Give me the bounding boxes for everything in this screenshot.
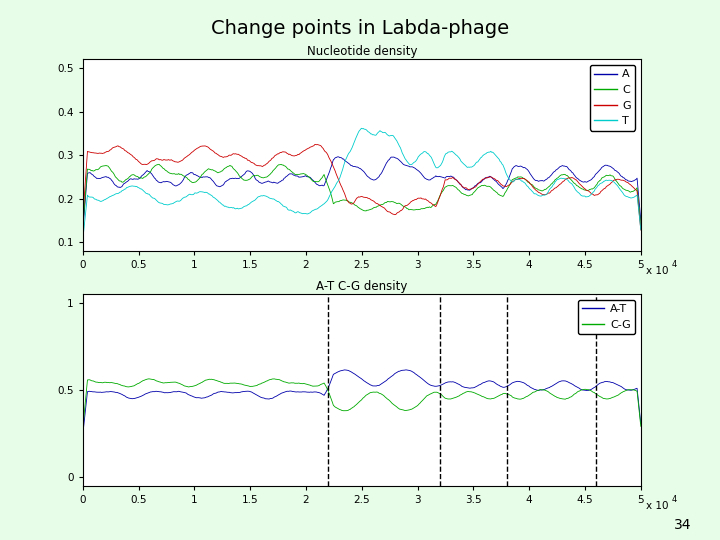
Legend: A-T, C-G: A-T, C-G (578, 300, 635, 334)
Legend: A, C, G, T: A, C, G, T (590, 65, 635, 131)
Text: 4: 4 (672, 260, 677, 269)
Title: Nucleotide density: Nucleotide density (307, 45, 417, 58)
Text: x 10: x 10 (647, 501, 669, 511)
Text: Change points in Labda-phage: Change points in Labda-phage (211, 19, 509, 38)
Text: x 10: x 10 (647, 266, 669, 276)
Text: 34: 34 (674, 518, 691, 532)
Text: 4: 4 (672, 495, 677, 504)
Title: A-T C-G density: A-T C-G density (316, 280, 408, 293)
